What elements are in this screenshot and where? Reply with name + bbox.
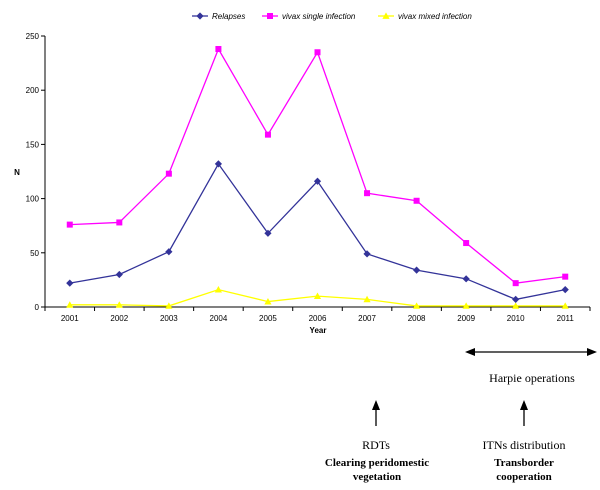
y-tick-label: 150 [26,140,40,149]
y-tick-label: 100 [26,195,40,204]
data-point [66,301,74,308]
data-point [214,286,223,293]
data-point [264,131,271,138]
legend: Relapses vivax single infection vivax mixe… [192,12,472,21]
itns-arrow [520,400,528,426]
legend-label: vivax mixed infection [398,12,472,21]
harpie-operations-label: Harpie operations [489,371,575,385]
data-point [264,297,272,305]
y-axis-title: N [14,168,20,177]
x-tick-label: 2002 [110,314,128,323]
series-vivax-single-infection [66,46,569,287]
data-point [165,302,173,309]
itns-label: ITNs distribution [482,438,566,452]
x-tick-label: 2005 [259,314,277,323]
data-point [512,280,519,287]
legend-item: vivax single infection [262,12,356,21]
x-tick-label: 2004 [210,314,228,323]
data-point [116,219,123,226]
x-tick-label: 2001 [61,314,79,323]
transborder-label: Transborder cooperation [494,457,554,483]
data-point [214,160,223,168]
x-tick-label: 2011 [557,314,575,323]
series-relapses [66,160,569,304]
x-tick-label: 2010 [507,314,525,323]
legend-item: Relapses [192,12,245,21]
data-point [115,301,123,308]
data-point [512,302,520,309]
data-point [412,266,421,274]
data-point [363,295,371,303]
data-point [462,302,470,309]
legend-item: vivax mixed infection [378,12,472,21]
data-point [313,292,322,300]
y-tick-label: 200 [26,86,40,95]
x-tick-label: 2008 [408,314,426,323]
series-layer [66,46,569,309]
data-point [562,273,569,280]
y-axis: 0 50 100 150 200 250 [26,32,46,312]
data-point [165,170,172,177]
data-point [462,275,470,283]
data-point [413,197,420,204]
harpie-operations-arrow [465,348,597,356]
data-point [561,286,569,294]
y-tick-label: 50 [30,249,39,258]
data-point [463,240,470,247]
data-point [314,49,321,56]
data-point [561,302,569,309]
rdts-label: RDTs [362,438,390,452]
clearing-label: Clearing peridomestic vegetation [324,457,430,483]
data-point [66,279,74,287]
x-tick-label: 2007 [358,314,376,323]
x-tick-label: 2003 [160,314,178,323]
data-point [412,302,421,309]
rdts-arrow [372,400,380,426]
data-point [313,177,322,185]
data-point [66,221,73,228]
x-tick-label: 2009 [457,314,475,323]
y-tick-label: 0 [35,303,40,312]
data-point [115,270,123,279]
legend-label: vivax single infection [282,12,356,21]
series-line [69,47,566,284]
series-vivax-mixed-infection [66,286,569,309]
data-point [512,295,520,304]
data-point [264,229,272,237]
data-point [165,248,173,256]
data-point [364,190,371,197]
data-point [215,46,222,53]
data-point [382,12,390,19]
x-tick-label: 2006 [309,314,327,323]
x-axis-title: Year [310,326,327,335]
data-point [196,12,204,20]
y-tick-label: 250 [26,32,40,41]
legend-label: Relapses [212,12,245,21]
x-axis: 2001 2002 2003 2004 2005 2006 2007 2008 2009 2010… [44,306,591,323]
data-point [363,250,371,258]
data-point [267,13,273,19]
